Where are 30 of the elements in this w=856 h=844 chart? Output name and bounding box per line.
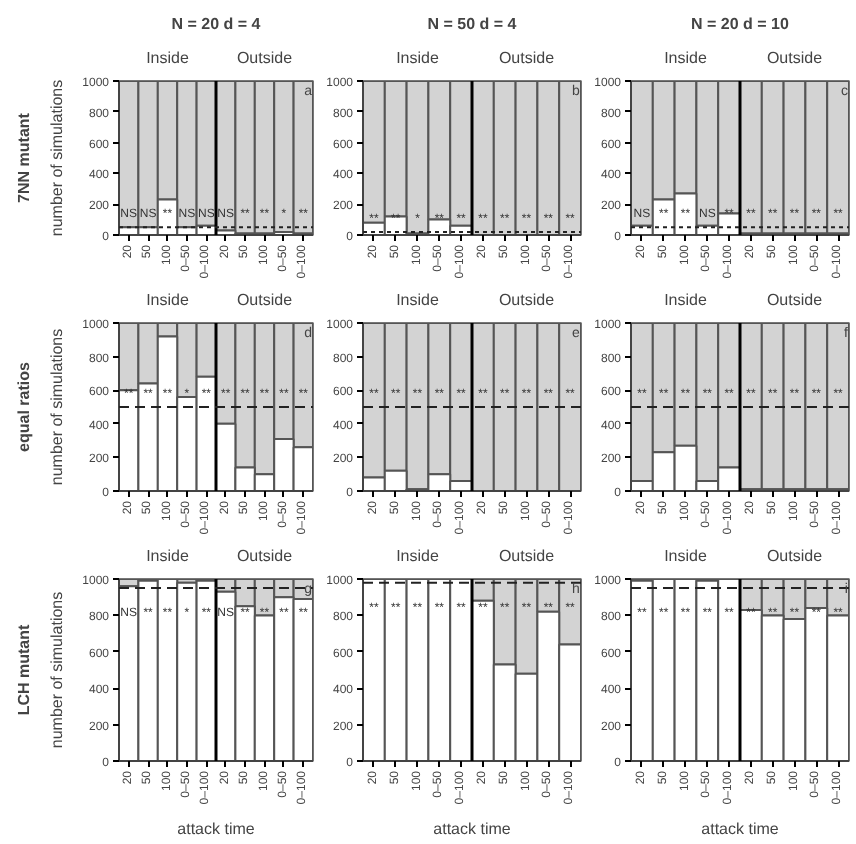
text: Outside (236, 291, 294, 309)
text: Outside (498, 49, 556, 67)
text: LCH mutant (15, 624, 33, 716)
text: Outside (766, 49, 824, 67)
text: Inside (396, 49, 440, 67)
x-axis-title: attack time (177, 820, 256, 839)
text: Inside (396, 291, 440, 309)
text: Inside (146, 291, 190, 309)
text: Inside (146, 547, 190, 565)
text: Outside (498, 547, 556, 565)
chart-title: N = 50 d = 4 (427, 15, 518, 33)
text: Inside (396, 547, 440, 565)
y-axis-title: number of simulations (48, 328, 67, 486)
text: Outside (766, 547, 824, 565)
text: 7NN mutant (15, 112, 33, 203)
text: equal ratios (15, 361, 33, 452)
y-axis-title: number of simulations (48, 591, 67, 749)
text: Inside (664, 49, 708, 67)
text: Inside (664, 547, 708, 565)
text: Inside (146, 49, 190, 67)
text: Outside (766, 291, 824, 309)
chart-title: N = 20 d = 4 (171, 15, 262, 33)
text: Inside (664, 291, 708, 309)
text: Outside (236, 547, 294, 565)
chart-title: N = 20 d = 10 (691, 15, 791, 33)
text: Outside (498, 291, 556, 309)
x-axis-title: attack time (433, 820, 512, 839)
y-axis-title: number of simulations (48, 79, 67, 237)
text: Outside (236, 49, 294, 67)
x-axis-title: attack time (701, 820, 780, 839)
